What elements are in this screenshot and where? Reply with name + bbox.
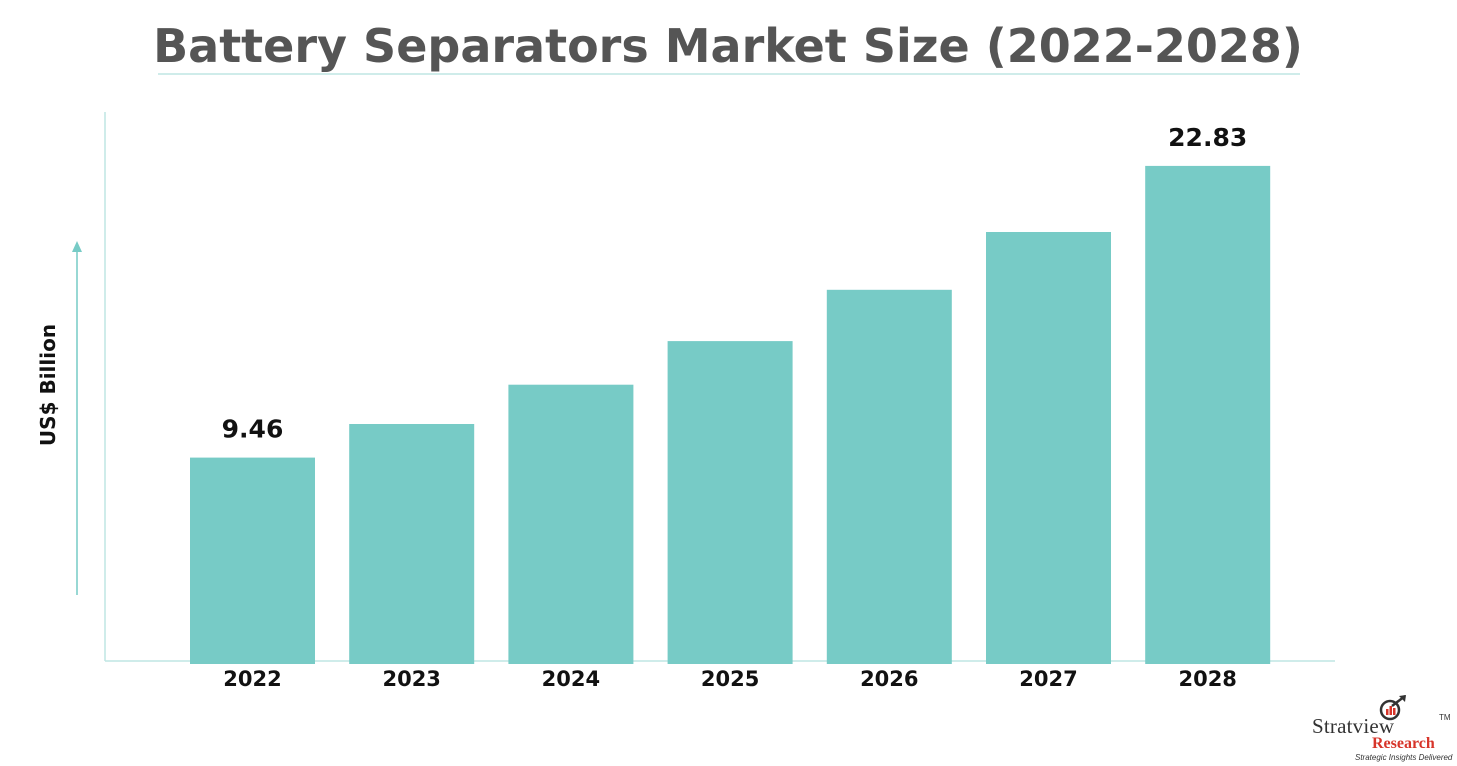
x-tick-labels: 2022 2023 2024 2025 2026 2027 2028 — [223, 667, 1237, 691]
bar-2028 — [1145, 165, 1271, 664]
bar-2027 — [986, 232, 1111, 664]
logo-name: Stratview — [1312, 714, 1395, 738]
x-tick-label-2026: 2026 — [860, 667, 918, 691]
data-labels: 9.46 22.83 — [222, 123, 1248, 444]
y-axis-arrow-head-icon — [72, 241, 82, 252]
bar-2025 — [667, 341, 793, 664]
x-tick-label-2024: 2024 — [542, 667, 600, 691]
x-tick-label-2028: 2028 — [1178, 667, 1236, 691]
x-tick-label-2022: 2022 — [223, 667, 281, 691]
stratview-logo: Stratview TM Research Strategic Insights… — [1300, 694, 1452, 762]
chart-title: Battery Separators Market Size (2022-202… — [153, 19, 1303, 73]
x-tick-label-2023: 2023 — [382, 667, 440, 691]
logo-research: Research — [1372, 735, 1435, 752]
bar-2024 — [508, 384, 634, 664]
logo-chart-icon — [1379, 695, 1406, 721]
bar-2023 — [349, 424, 475, 664]
bar-2026 — [826, 289, 952, 664]
logo-trademark: TM — [1439, 713, 1451, 722]
bar-2022 — [190, 457, 315, 664]
x-tick-label-2025: 2025 — [701, 667, 759, 691]
x-tick-label-2027: 2027 — [1019, 667, 1077, 691]
y-axis-label: US$ Billion — [36, 324, 60, 446]
bars-group — [190, 165, 1271, 664]
data-label-2028: 22.83 — [1168, 123, 1247, 152]
data-label-2022: 9.46 — [222, 415, 284, 444]
logo-tagline: Strategic Insights Delivered — [1355, 753, 1453, 762]
